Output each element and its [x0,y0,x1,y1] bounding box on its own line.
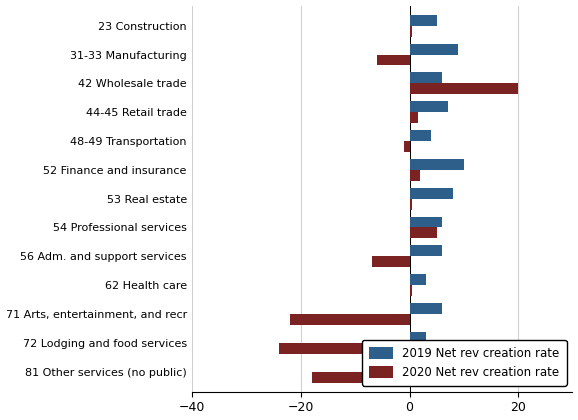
Legend: 2019 Net rev creation rate, 2020 Net rev creation rate: 2019 Net rev creation rate, 2020 Net rev… [362,340,566,386]
Bar [410,303,442,314]
Bar [410,228,437,239]
Bar [410,26,412,37]
Bar [312,372,410,383]
Bar [410,199,412,210]
Bar [410,112,418,123]
Bar [290,314,410,325]
Bar [410,130,431,141]
Bar [410,188,453,199]
Bar [410,361,551,372]
Bar [410,332,426,343]
Bar [410,274,426,285]
Bar [410,15,437,26]
Bar [410,170,420,181]
Bar [410,216,442,228]
Bar [410,101,447,112]
Bar [410,44,458,55]
Bar [377,55,410,66]
Bar [404,141,410,152]
Bar [372,256,410,267]
Bar [410,83,518,95]
Bar [410,285,412,296]
Bar [279,343,410,354]
Bar [410,159,464,170]
Bar [410,72,442,83]
Bar [410,245,442,256]
